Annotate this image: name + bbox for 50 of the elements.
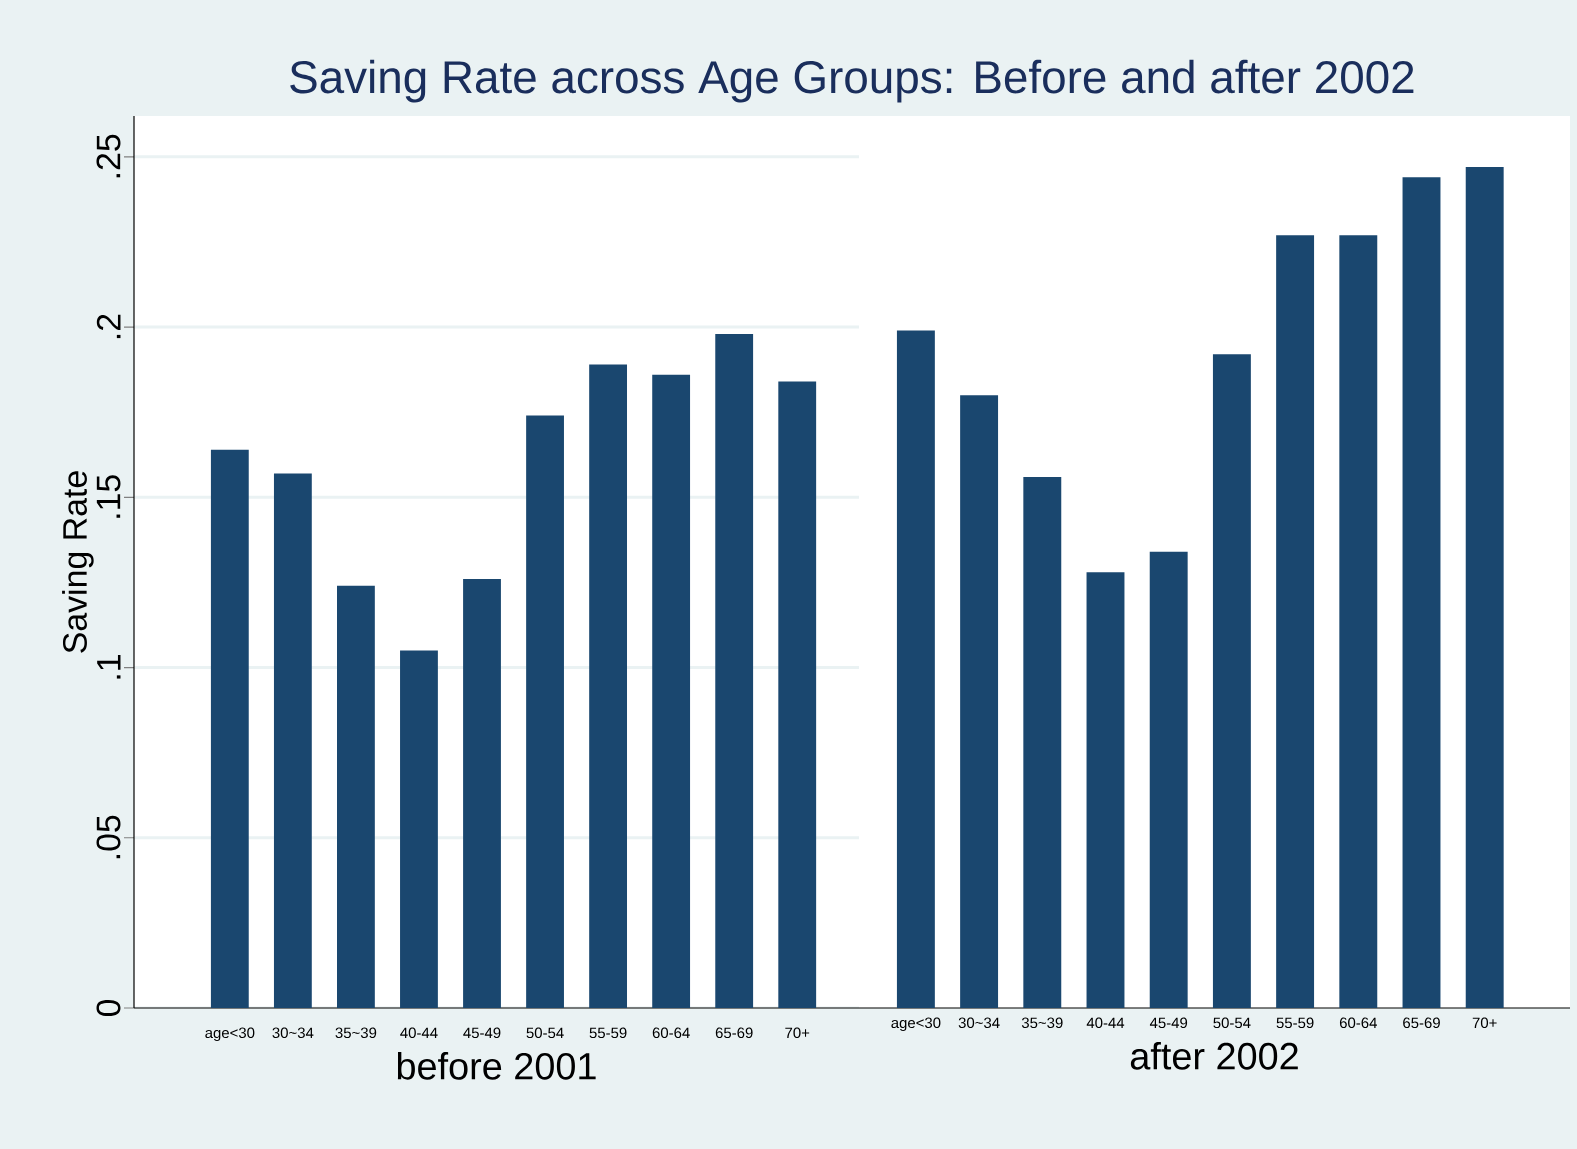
x-tick-label: 35~39 [335,1027,377,1039]
x-axis-title: after 2002 [1130,1041,1298,1070]
x-tick-label: 30~34 [958,1017,1000,1029]
y-tick-label: .05 [96,815,121,859]
x-tick-label: 60-64 [1339,1017,1377,1029]
x-axis-title: before 2001 [397,1051,596,1080]
y-tick-label: 0 [96,999,121,1017]
x-tick-label: 40-44 [400,1027,438,1039]
bar [1339,235,1378,1008]
bar [526,415,564,1008]
bar [778,381,817,1008]
y-tick-label: .2 [96,314,121,339]
bar [1276,235,1315,1008]
x-tick-label: 70+ [785,1027,810,1039]
y-tick-label: .1 [97,655,121,679]
y-axis-title: Saving Rate [62,471,94,653]
bar [273,473,312,1008]
x-tick-label: 45-49 [463,1027,501,1039]
y-tick-label: .15 [96,475,121,518]
x-tick-label: age<30 [205,1027,255,1042]
x-tick-label: 35~39 [1021,1017,1063,1029]
bar [589,364,628,1008]
x-tick-label: 50-54 [1213,1017,1251,1029]
bar [1086,572,1125,1008]
chart-title: Saving Rate across Age Groups: Before and after 2002 [290,59,1414,103]
x-tick-label: 70+ [1472,1017,1497,1029]
bar [1465,167,1504,1008]
bar [896,330,935,1008]
bar [652,374,691,1008]
x-tick-label: 50-54 [526,1027,564,1039]
x-tick-label: 45-49 [1149,1017,1188,1029]
bar [715,333,754,1008]
x-tick-label: 55-59 [1276,1017,1314,1029]
x-tick-label: 40-44 [1086,1017,1125,1029]
bar [1149,551,1188,1008]
x-tick-label: 60-64 [652,1027,690,1039]
bar [1212,354,1251,1008]
x-tick-label: 55-59 [589,1027,627,1039]
x-tick-label: 65-69 [1403,1017,1440,1029]
bar [1402,177,1441,1008]
y-tick-label: .25 [96,134,121,178]
bar [1023,476,1062,1008]
x-tick-label: age<30 [891,1017,941,1032]
bar [463,579,501,1008]
bar [337,585,375,1008]
bar [210,449,249,1008]
bar [400,650,438,1008]
x-tick-label: 65-69 [715,1027,753,1039]
x-tick-label: 30~34 [272,1027,314,1039]
bar [960,395,999,1008]
